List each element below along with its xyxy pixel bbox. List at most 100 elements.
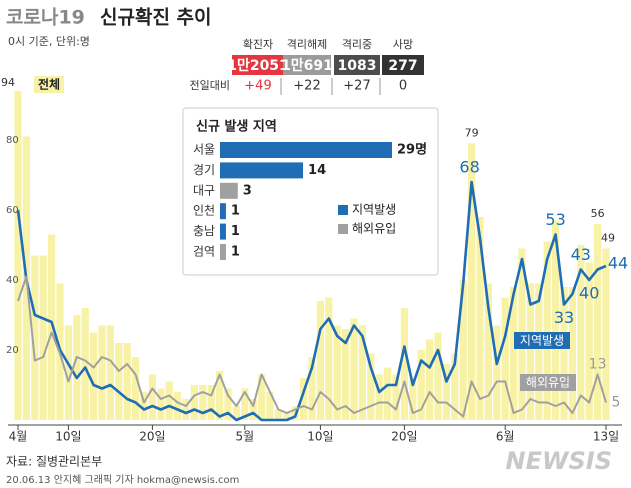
inset-bar [220, 162, 304, 179]
data-label: 94 [1, 76, 15, 89]
bar [552, 220, 560, 420]
inset-category: 인천 [193, 203, 215, 218]
series-tag: 전체 [38, 77, 60, 92]
legend-label: 지역발생 [352, 203, 396, 217]
source: 자료: 질병관리본부 [6, 455, 102, 469]
bar [350, 318, 358, 420]
bar [31, 255, 39, 420]
data-label: 33 [554, 308, 574, 327]
bar [199, 385, 207, 420]
y-tick-label: 60 [6, 205, 19, 216]
bar [400, 308, 408, 420]
stat-header: 격리해제 [287, 37, 327, 51]
stat-header: 확진자 [243, 38, 273, 51]
inset-value-label: 14 [308, 163, 326, 178]
bar [249, 399, 257, 420]
stat-change: +49 [244, 79, 271, 94]
bar [274, 409, 282, 420]
bar [98, 325, 106, 420]
bar [577, 245, 585, 420]
credit: 20.06.13 안지혜 그래픽 기자 hokma@newsis.com [6, 474, 239, 486]
stat-change: +27 [343, 79, 370, 94]
y-tick-label: 80 [6, 135, 19, 146]
series-tag: 해외유입 [526, 376, 570, 390]
bar [39, 255, 47, 420]
inset-category: 경기 [193, 163, 215, 177]
bar [190, 385, 198, 420]
bar [484, 283, 492, 420]
bar [417, 350, 425, 420]
bar [543, 241, 551, 420]
bar [266, 392, 274, 420]
bar [115, 343, 123, 420]
series-tag-bg [34, 76, 64, 93]
inset-bar [220, 142, 392, 158]
bar [384, 367, 392, 420]
bar [157, 388, 165, 420]
x-tick-label: 13일 [593, 430, 619, 444]
inset-bar [220, 182, 238, 199]
bar [308, 357, 316, 420]
data-label: 56 [591, 207, 605, 220]
bar [283, 413, 291, 420]
bar [64, 325, 72, 420]
bar [459, 280, 467, 420]
inset-category: 충남 [193, 224, 215, 238]
stat-change-label: 전일대비 [190, 78, 230, 92]
data-label: 5 [612, 395, 621, 411]
bar [501, 297, 509, 420]
inset-bar [220, 203, 226, 220]
bar [375, 374, 383, 420]
stat-change: +22 [293, 79, 320, 94]
bar [526, 283, 534, 420]
series-tag-bg [520, 374, 576, 391]
stat-box [232, 55, 284, 75]
bar [358, 325, 366, 420]
bar [48, 234, 56, 420]
legend-label: 해외유입 [352, 222, 396, 236]
bar [568, 287, 576, 420]
bar [367, 353, 375, 420]
stat-header: 격리중 [342, 38, 372, 51]
y-tick-label: 20 [6, 345, 19, 356]
bar [14, 91, 22, 420]
inset-category: 서울 [193, 143, 215, 157]
bar [81, 308, 89, 420]
title-prefix: 코로나19 [6, 7, 85, 29]
bar [132, 357, 140, 420]
bar [232, 406, 240, 420]
inset-value-label: 3 [243, 183, 252, 198]
bar [476, 217, 484, 420]
stat-value: 1만691 [281, 58, 333, 74]
bar [342, 329, 350, 420]
inset-title: 신규 발생 지역 [196, 119, 277, 135]
bar [148, 374, 156, 420]
x-tick-label: 4월 [9, 430, 28, 444]
title: 신규확진 추이 [100, 6, 212, 29]
logo: NEWSIS [506, 447, 612, 475]
bar [258, 374, 266, 420]
bar [535, 283, 543, 420]
bar [594, 224, 602, 420]
bar [165, 381, 173, 420]
x-tick-label: 6월 [496, 430, 515, 444]
x-tick-label: 20일 [139, 430, 165, 444]
line-series [16, 180, 607, 422]
bar [182, 399, 190, 420]
stat-change: 0 [399, 79, 407, 94]
legend-swatch [338, 205, 348, 215]
data-label: 40 [579, 284, 599, 303]
stat-box [382, 55, 424, 75]
bar [207, 385, 215, 420]
line-series [17, 275, 607, 418]
bar [493, 325, 501, 420]
bar [216, 371, 224, 420]
x-tick-label: 10일 [307, 430, 333, 444]
bar [392, 374, 400, 420]
stat-value: 277 [388, 58, 417, 74]
series-tag-bg [514, 332, 570, 349]
stat-box [283, 55, 331, 75]
bar [442, 364, 450, 420]
bar [241, 388, 249, 420]
x-tick-label: 10일 [55, 430, 81, 444]
